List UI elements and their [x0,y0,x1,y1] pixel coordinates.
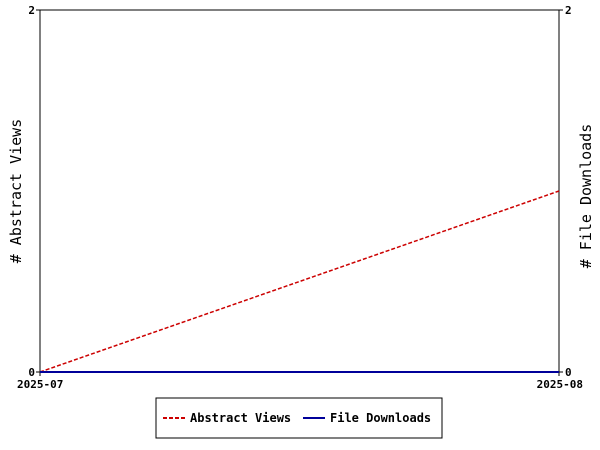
series-layer [39,190,560,373]
legend-label-1: Abstract Views [190,411,291,425]
x-axis-ticks: 2025-07 2025-08 [17,372,583,391]
y-right-tick-label: 2 [565,4,572,17]
y-right-tick-label: 0 [565,366,572,379]
y-axis-left-ticks: 02 [28,4,40,379]
y-left-tick-label: 0 [28,366,35,379]
plot-area [39,9,560,373]
legend: Abstract Views File Downloads [155,397,443,439]
x-tick-label: 2025-07 [17,378,63,391]
legend-label-2: File Downloads [330,411,431,425]
y-axis-right-ticks: 02 [559,4,572,379]
y-axis-left-title: # Abstract Views [7,119,25,264]
legend-box [155,397,443,439]
y-axis-right-title: # File Downloads [577,124,595,269]
series-line-1 [39,190,560,373]
x-tick-label: 2025-08 [537,378,583,391]
y-left-tick-label: 2 [28,4,35,17]
